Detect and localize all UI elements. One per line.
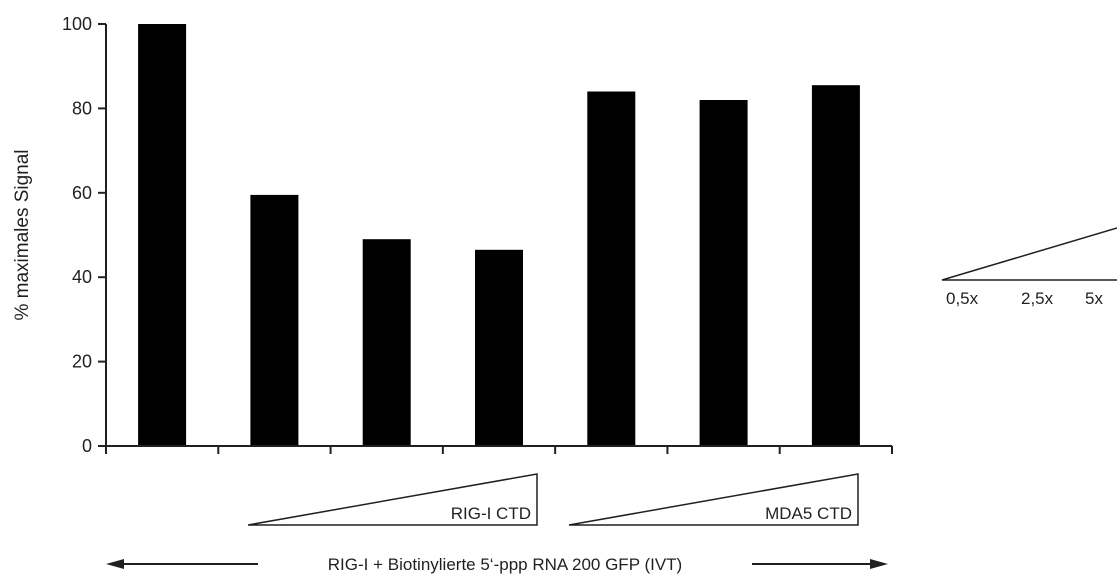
bar-4 [475, 249, 523, 446]
rig-i-ctd-ramp-triangle [247, 473, 538, 526]
concentration-key: 0,5x 2,5x 5x [941, 227, 1117, 308]
group-rig-i-ctd: RIG-I CTD [247, 473, 538, 526]
bottom-arrow-right-head [870, 559, 888, 569]
bar-2 [250, 194, 299, 446]
y-tick-label-80: 80 [72, 98, 92, 118]
bar-3 [362, 239, 411, 446]
concentration-key-slope-line [941, 227, 1117, 281]
concentration-key-label-1: 2,5x [1021, 289, 1054, 308]
bottom-arrow-left-head [106, 559, 124, 569]
bar-1 [138, 24, 187, 446]
y-tick-label-0: 0 [82, 436, 92, 456]
bar-7 [811, 85, 860, 446]
bars-layer [138, 24, 860, 446]
concentration-key-label-0: 0,5x [946, 289, 979, 308]
rig-i-ctd-label: RIG-I CTD [451, 504, 531, 523]
bottom-arrow-annotation: RIG-I + Biotinylierte 5‘-ppp RNA 200 GFP… [106, 555, 888, 574]
y-tick-label-40: 40 [72, 267, 92, 287]
y-axis-label: % maximales Signal [12, 149, 33, 320]
axes-layer [105, 24, 892, 447]
y-tick-label-60: 60 [72, 183, 92, 203]
y-tick-label-100: 100 [62, 14, 92, 34]
y-ticks-layer: 0 20 40 60 80 100 [62, 14, 106, 456]
bar-5 [587, 91, 636, 446]
y-tick-label-20: 20 [72, 352, 92, 372]
group-mda5-ctd: MDA5 CTD [568, 473, 859, 526]
mda5-ctd-label: MDA5 CTD [765, 504, 852, 523]
bar-6 [699, 100, 748, 446]
x-ticks-layer [105, 446, 893, 454]
mda5-ctd-ramp-triangle [568, 473, 859, 526]
bottom-label: RIG-I + Biotinylierte 5‘-ppp RNA 200 GFP… [328, 555, 682, 574]
concentration-key-label-2: 5x [1085, 289, 1103, 308]
